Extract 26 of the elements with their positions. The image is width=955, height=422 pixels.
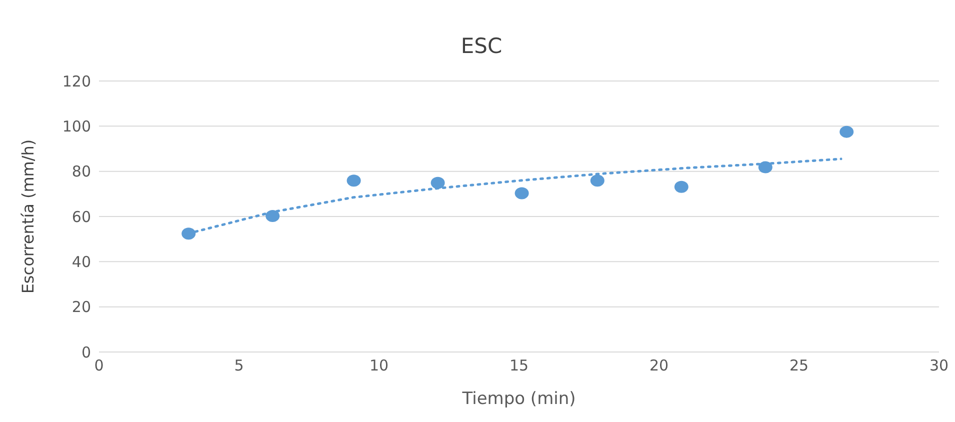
chart-title: ESC — [460, 34, 504, 58]
point — [514, 187, 529, 200]
point — [346, 174, 361, 187]
y-tick-label: 100 — [62, 117, 91, 136]
x-tick-label: 0 — [94, 356, 104, 375]
y-tick-label: 60 — [72, 208, 91, 226]
y-tick-label: 80 — [72, 162, 91, 181]
point — [266, 210, 280, 222]
y-tick-label: 0 — [81, 343, 91, 362]
x-axis-title: Tiempo (min) — [461, 389, 576, 409]
point — [674, 180, 688, 193]
x-tick-label: 15 — [509, 356, 529, 375]
y-axis-title: Escorrentía (mm/h) — [18, 139, 38, 294]
point — [182, 228, 196, 240]
point — [758, 161, 772, 174]
x-tick-label: 30 — [929, 356, 949, 375]
y-tick-label: 40 — [72, 252, 91, 271]
x-tick-label: 20 — [649, 356, 669, 375]
x-tick-label: 10 — [369, 356, 389, 375]
point — [430, 176, 445, 189]
point — [590, 174, 604, 187]
x-tick-label: 5 — [234, 356, 244, 375]
y-tick-label: 120 — [62, 72, 91, 90]
x-tick-label: 25 — [789, 356, 809, 375]
point — [840, 126, 854, 138]
y-tick-label: 20 — [72, 298, 91, 316]
